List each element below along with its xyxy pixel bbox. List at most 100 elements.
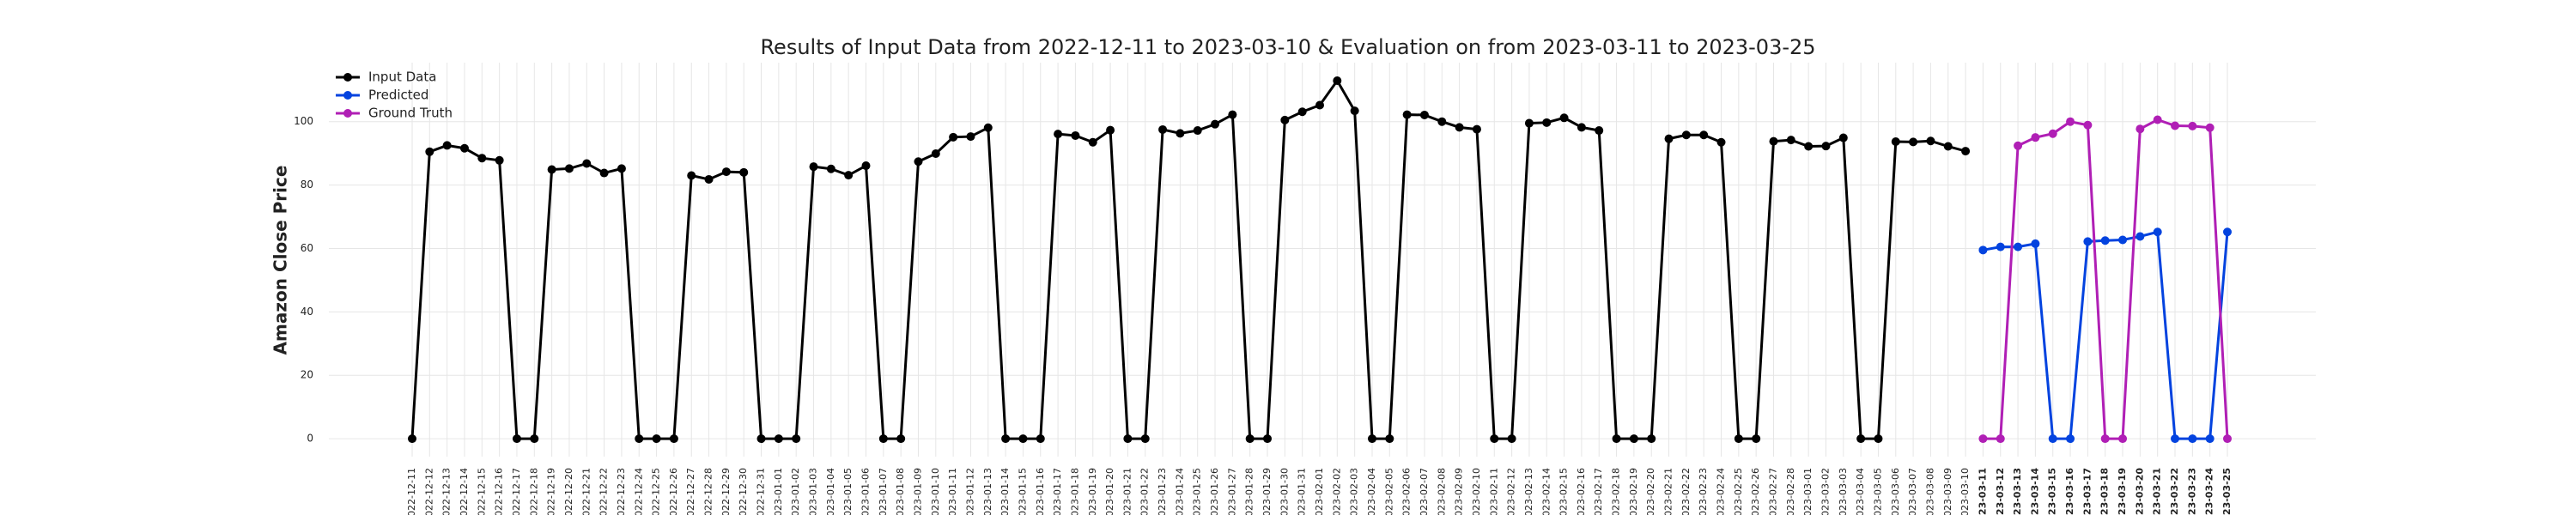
x-tick-label: 2023-02-22 xyxy=(1680,468,1692,515)
point xyxy=(983,123,993,132)
x-tick-label: 2023-02-26 xyxy=(1750,468,1761,515)
x-tick-label: 2023-01-25 xyxy=(1192,468,1203,515)
point xyxy=(1681,130,1691,140)
x-tick-label: 2022-12-11 xyxy=(406,468,417,515)
point xyxy=(1629,434,1638,444)
point xyxy=(1472,124,1481,134)
x-tick-label: 2022-12-23 xyxy=(616,468,627,515)
point xyxy=(2223,227,2232,237)
point xyxy=(1559,113,1569,123)
point xyxy=(530,434,539,444)
x-tick-label: 2023-02-25 xyxy=(1733,468,1744,515)
x-tick-label: 2023-01-14 xyxy=(999,468,1011,515)
point xyxy=(599,168,609,178)
point xyxy=(1158,124,1168,134)
point xyxy=(477,154,487,163)
point xyxy=(1280,115,1290,124)
point xyxy=(652,434,661,444)
point xyxy=(809,162,818,172)
x-tick-label: 2023-03-04 xyxy=(1855,468,1866,515)
point xyxy=(1315,100,1324,110)
x-tick-label: 2023-03-23 xyxy=(2186,468,2197,515)
point xyxy=(547,165,556,174)
point xyxy=(1926,136,1935,146)
x-tick-label: 2023-01-19 xyxy=(1087,468,1098,515)
x-tick-label: 2023-01-23 xyxy=(1157,468,1168,515)
x-tick-label: 2023-03-03 xyxy=(1838,468,1849,515)
point xyxy=(1612,434,1621,444)
point xyxy=(1978,434,1988,444)
point xyxy=(1350,106,1359,116)
point xyxy=(1176,129,1185,138)
x-tick-label: 2023-02-03 xyxy=(1349,468,1360,515)
point xyxy=(1018,434,1028,444)
x-tick-label: 2023-01-15 xyxy=(1017,468,1028,515)
point xyxy=(2100,236,2110,245)
point xyxy=(2188,121,2197,130)
x-tick-label: 2023-02-16 xyxy=(1576,468,1587,515)
point xyxy=(512,434,521,444)
x-tick-label: 2023-02-14 xyxy=(1540,468,1552,515)
point xyxy=(2066,117,2075,126)
point xyxy=(2153,227,2162,237)
point xyxy=(844,171,854,180)
point xyxy=(931,149,940,159)
x-tick-label: 2023-01-05 xyxy=(842,468,854,515)
point xyxy=(1595,126,1604,136)
point xyxy=(1909,137,1918,147)
x-tick-label: 2023-01-20 xyxy=(1104,468,1115,515)
point xyxy=(2188,434,2197,444)
point xyxy=(774,434,783,444)
point xyxy=(721,167,731,177)
point xyxy=(2048,434,2057,444)
point xyxy=(1524,118,1534,128)
point xyxy=(2171,121,2180,130)
point xyxy=(669,434,678,444)
x-tick-label: 2023-02-05 xyxy=(1383,468,1394,515)
x-tick-label: 2023-01-17 xyxy=(1052,468,1063,515)
y-tick-label: 0 xyxy=(307,433,313,445)
x-tick-label: 2023-03-07 xyxy=(1907,468,1918,515)
x-tick-label: 2023-02-24 xyxy=(1716,468,1727,515)
x-tick-label: 2023-03-08 xyxy=(1924,468,1935,515)
x-tick-label: 2023-01-24 xyxy=(1174,468,1185,515)
x-tick-label: 2023-01-09 xyxy=(912,468,923,515)
x-tick-label: 2022-12-29 xyxy=(720,468,732,515)
point xyxy=(861,161,871,171)
point xyxy=(1228,110,1237,119)
x-tick-label: 2022-12-21 xyxy=(580,468,592,515)
legend-marker xyxy=(343,109,352,118)
point xyxy=(1577,123,1586,132)
point xyxy=(1490,434,1499,444)
legend: Input Data Predicted Ground Truth xyxy=(336,70,453,121)
point xyxy=(442,141,452,150)
x-tick-label: 2023-01-18 xyxy=(1069,468,1080,515)
x-tick-label: 2023-01-28 xyxy=(1244,468,1255,515)
point xyxy=(1804,142,1814,151)
point xyxy=(2083,120,2093,130)
point xyxy=(914,157,923,167)
x-tick-label: 2023-03-11 xyxy=(1977,468,1988,515)
point xyxy=(1123,434,1133,444)
x-tick-label: 2023-01-04 xyxy=(825,468,836,515)
x-tick-label: 2023-02-11 xyxy=(1488,468,1499,515)
x-tick-label: 2023-03-06 xyxy=(1890,468,1901,515)
point xyxy=(1996,242,2005,251)
point xyxy=(1647,434,1656,444)
x-tick-label: 2023-03-01 xyxy=(1802,468,1814,515)
legend-label: Input Data xyxy=(368,70,436,85)
x-tick-label: 2023-01-02 xyxy=(790,468,801,515)
x-tick-label: 2023-02-23 xyxy=(1698,468,1709,515)
point xyxy=(1211,119,1220,129)
x-tick-label: 2022-12-19 xyxy=(546,468,557,515)
point xyxy=(1054,130,1063,139)
point xyxy=(1856,434,1866,444)
x-tick-label: 2023-03-13 xyxy=(2012,468,2023,515)
x-tick-label: 2023-03-25 xyxy=(2221,468,2233,515)
x-tick-label: 2023-02-27 xyxy=(1768,468,1779,515)
point xyxy=(408,434,416,444)
point xyxy=(1071,130,1080,140)
point xyxy=(878,434,888,444)
point xyxy=(2205,123,2215,132)
x-tick-label: 2023-02-18 xyxy=(1611,468,1622,515)
